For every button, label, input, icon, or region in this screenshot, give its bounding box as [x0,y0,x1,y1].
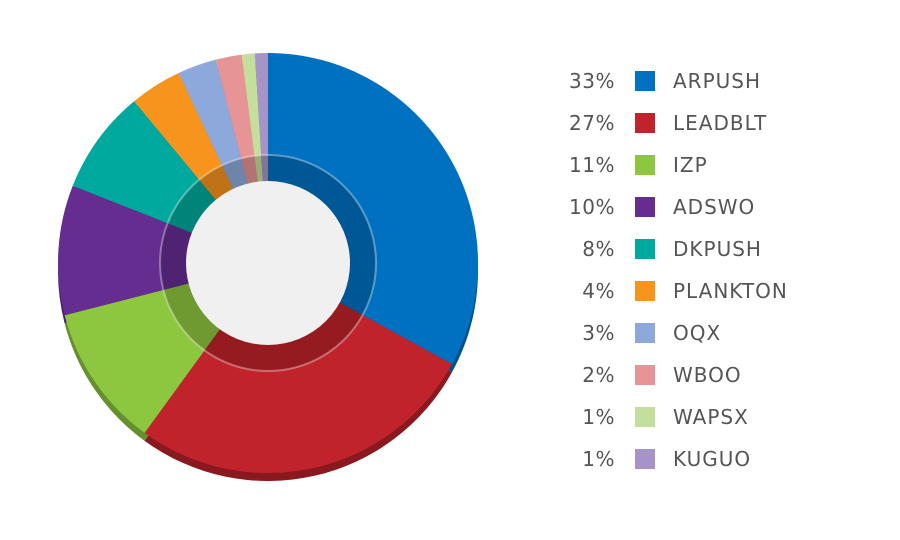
legend-label: IZP [673,153,708,177]
legend-percent: 27% [569,111,615,135]
legend-label: ADSWO [673,195,756,219]
legend-percent: 1% [582,405,615,429]
legend-swatch [635,155,655,175]
legend-percent: 1% [582,447,615,471]
legend-percent: 8% [582,237,615,261]
legend-item-oqx[interactable]: 3% OQX [560,312,788,354]
legend-percent: 2% [582,363,615,387]
legend-item-adswo[interactable]: 10% ADSWO [560,186,788,228]
legend-swatch [635,323,655,343]
legend-percent: 10% [569,195,615,219]
legend-swatch [635,449,655,469]
legend-percent: 11% [569,153,615,177]
legend-swatch [635,407,655,427]
legend-swatch [635,71,655,91]
legend-percent: 4% [582,279,615,303]
legend-swatch [635,239,655,259]
legend-label: ARPUSH [673,69,762,93]
legend-swatch [635,365,655,385]
pie-slice-adswo[interactable] [58,185,268,316]
legend-item-leadblt[interactable]: 27% LEADBLT [560,102,788,144]
legend-label: DKPUSH [673,237,762,261]
legend-item-arpush[interactable]: 33% ARPUSH [560,60,788,102]
legend-item-dkpush[interactable]: 8% DKPUSH [560,228,788,270]
legend-swatch [635,197,655,217]
pie-slice-leadblt[interactable] [144,263,453,473]
legend-swatch [635,113,655,133]
donut-hole [186,181,350,345]
inner-ring-outline [159,154,377,372]
legend-swatch [635,281,655,301]
legend-percent: 3% [582,321,615,345]
legend-label: KUGUO [673,447,752,471]
legend-label: LEADBLT [673,111,768,135]
legend: 33% ARPUSH 27% LEADBLT 11% IZP 10% ADSWO 8% DKPUS… [560,60,788,480]
legend-item-wboo[interactable]: 2% WBOO [560,354,788,396]
legend-percent: 33% [569,69,615,93]
legend-item-wapsx[interactable]: 1% WAPSX [560,396,788,438]
legend-item-kuguo[interactable]: 1% KUGUO [560,438,788,480]
legend-item-izp[interactable]: 11% IZP [560,144,788,186]
legend-label: PLANKTON [673,279,788,303]
legend-label: WAPSX [673,405,749,429]
legend-label: WBOO [673,363,742,387]
legend-item-plankton[interactable]: 4% PLANKTON [560,270,788,312]
legend-label: OQX [673,321,722,345]
